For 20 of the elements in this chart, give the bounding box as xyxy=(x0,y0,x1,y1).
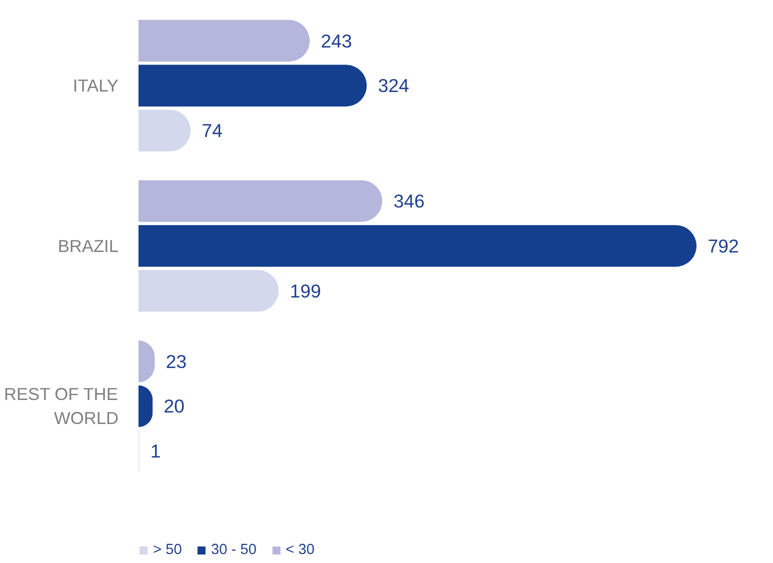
legend-label: < 30 xyxy=(286,542,315,558)
data-label: 324 xyxy=(378,75,410,96)
bar xyxy=(138,180,382,222)
y-tick-label: REST OF THE WORLD xyxy=(4,384,118,428)
data-label: 74 xyxy=(202,120,223,142)
legend-label: > 50 xyxy=(153,542,182,558)
data-label: 1 xyxy=(150,440,161,462)
y-tick-label: BRAZIL xyxy=(58,236,119,256)
bar xyxy=(138,64,367,106)
data-label: 23 xyxy=(166,350,187,372)
legend-label: 30 - 50 xyxy=(210,542,257,558)
data-label: 243 xyxy=(320,30,352,52)
data-label: 20 xyxy=(164,396,185,417)
y-tick-label: ITALY xyxy=(72,76,119,96)
data-label: 346 xyxy=(393,190,425,212)
bar xyxy=(138,20,310,62)
data-label: 199 xyxy=(290,280,322,302)
bar xyxy=(138,225,697,267)
bar xyxy=(138,270,279,312)
data-label: 792 xyxy=(708,235,739,256)
